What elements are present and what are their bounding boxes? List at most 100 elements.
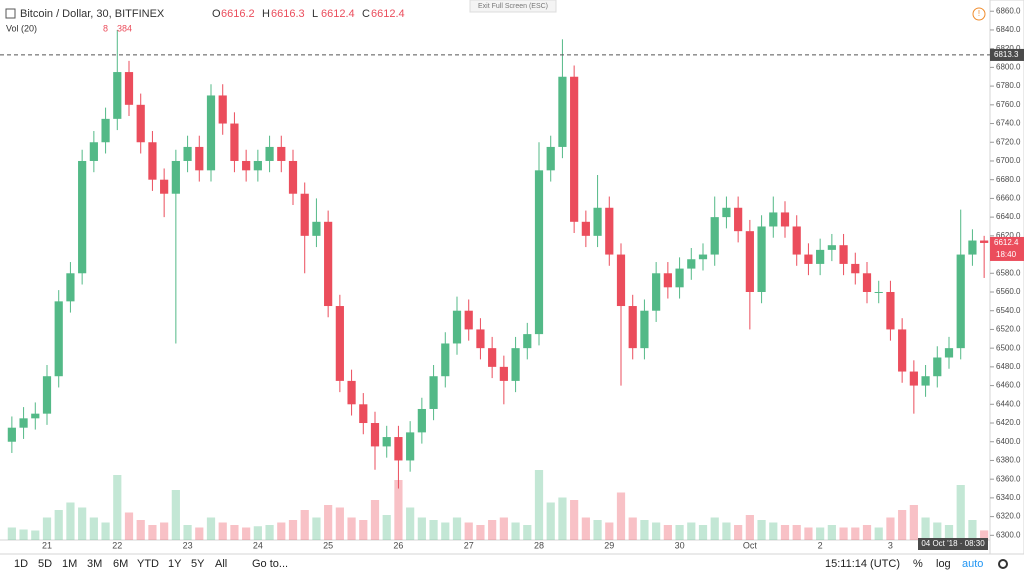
volume-bar: [593, 520, 602, 540]
toolbar-button[interactable]: 5Y: [191, 558, 205, 570]
volume-bar: [745, 515, 754, 540]
volume-bar: [312, 517, 321, 540]
candle-body: [581, 221, 590, 236]
volume-bar: [698, 525, 708, 540]
toolbar-button[interactable]: auto: [962, 558, 983, 570]
candle-body: [66, 273, 75, 302]
candle-body: [687, 259, 696, 269]
toolbar-button[interactable]: 6M: [113, 558, 128, 570]
volume-bar: [452, 517, 462, 540]
y-tick-label: 6820.0: [996, 44, 1021, 53]
candle-body: [499, 366, 508, 381]
x-tick-label: 3: [888, 540, 893, 550]
candle-body: [827, 245, 836, 250]
exit-button[interactable]: [469, 0, 557, 13]
volume-bar: [230, 525, 239, 540]
y-tick-label: 6300.0: [996, 530, 1021, 539]
toolbar-button[interactable]: 3M: [87, 558, 102, 570]
volume-bar: [488, 520, 497, 540]
candle-body: [136, 104, 145, 143]
y-tick-label: 6860.0: [996, 6, 1021, 15]
candle-body: [523, 334, 532, 349]
candle-body: [909, 371, 918, 386]
y-tick-label: 6780.0: [996, 81, 1021, 90]
candle-body: [546, 146, 555, 171]
volume-bar: [546, 502, 555, 540]
candle-body: [89, 142, 98, 161]
toolbar-button[interactable]: 1M: [62, 558, 77, 570]
volume-bar: [335, 507, 344, 540]
candle-body: [242, 160, 251, 171]
toolbar-button[interactable]: All: [215, 558, 227, 570]
volume-bar: [722, 522, 731, 540]
y-tick-label: 6840.0: [996, 25, 1021, 34]
settings-icon[interactable]: [998, 559, 1008, 569]
volume-bar: [968, 520, 977, 540]
volume-value: 384: [117, 23, 132, 33]
volume-bar: [171, 490, 180, 540]
volume-bar: [534, 470, 544, 540]
volume-bar: [816, 527, 825, 540]
candle-body: [839, 245, 848, 264]
candle-body: [956, 254, 965, 349]
volume-bar: [628, 517, 637, 540]
candle-body: [253, 160, 262, 171]
y-tick-label: 6700.0: [996, 156, 1021, 165]
cursor-time: 04 Oct '18 · 08:30: [921, 539, 985, 548]
volume-bar: [66, 502, 75, 540]
candle-body: [277, 146, 286, 161]
volume-bar: [288, 520, 298, 540]
candle-body: [558, 76, 567, 147]
volume-value: 8: [103, 23, 108, 33]
candle-body: [804, 254, 813, 264]
collapse-icon[interactable]: [5, 8, 16, 19]
toolbar-button[interactable]: 1D: [14, 558, 28, 570]
ohlc-key: L: [312, 8, 318, 20]
candle-body: [406, 432, 415, 461]
candle-body: [570, 76, 579, 222]
exit-button-label[interactable]: Exit Full Screen (ESC): [478, 3, 548, 10]
toolbar-button[interactable]: %: [913, 558, 923, 570]
price-line-label: 6813.3: [994, 50, 1019, 59]
candle-body: [324, 221, 333, 307]
volume-bar: [734, 525, 743, 540]
volume-bar: [160, 522, 169, 540]
ohlc-key: C: [362, 8, 370, 20]
last-price-label: 6612.4: [994, 238, 1019, 247]
x-tick-label: 30: [675, 540, 685, 550]
candle-body: [745, 231, 754, 292]
y-tick-label: 6360.0: [996, 474, 1021, 483]
volume-bar: [558, 497, 567, 540]
volume-bar: [300, 510, 309, 540]
toolbar-button[interactable]: 1Y: [168, 558, 182, 570]
candle-body: [616, 254, 626, 307]
volume-bar: [277, 522, 286, 540]
volume-bar: [370, 500, 380, 540]
price-line-tag: [990, 48, 1024, 61]
warning-icon[interactable]: [972, 7, 986, 21]
toolbar-button[interactable]: log: [936, 558, 951, 570]
volume-bar: [886, 517, 895, 540]
toolbar-button[interactable]: Go to...: [252, 558, 288, 570]
volume-bar: [780, 525, 790, 540]
volume-bar: [78, 507, 87, 540]
y-tick-label: 6800.0: [996, 62, 1021, 71]
toolbar-button[interactable]: 5D: [38, 558, 52, 570]
candle-body: [652, 273, 661, 311]
y-tick-label: 6340.0: [996, 493, 1021, 502]
candle-body: [101, 118, 110, 143]
candle-body: [663, 273, 672, 288]
candle-body: [417, 408, 426, 433]
y-tick-label: 6560.0: [996, 287, 1021, 296]
y-tick-label: 6440.0: [996, 399, 1021, 408]
volume-bar: [417, 517, 426, 540]
y-tick-label: 6400.0: [996, 437, 1021, 446]
candle-body: [698, 254, 708, 260]
volume-bar: [980, 530, 989, 540]
candle-body: [19, 418, 28, 428]
x-tick-label: 21: [42, 540, 52, 550]
y-tick-label: 6540.0: [996, 306, 1021, 315]
candle-body: [31, 413, 40, 419]
volume-bar: [124, 512, 134, 540]
toolbar-button[interactable]: YTD: [137, 558, 159, 570]
